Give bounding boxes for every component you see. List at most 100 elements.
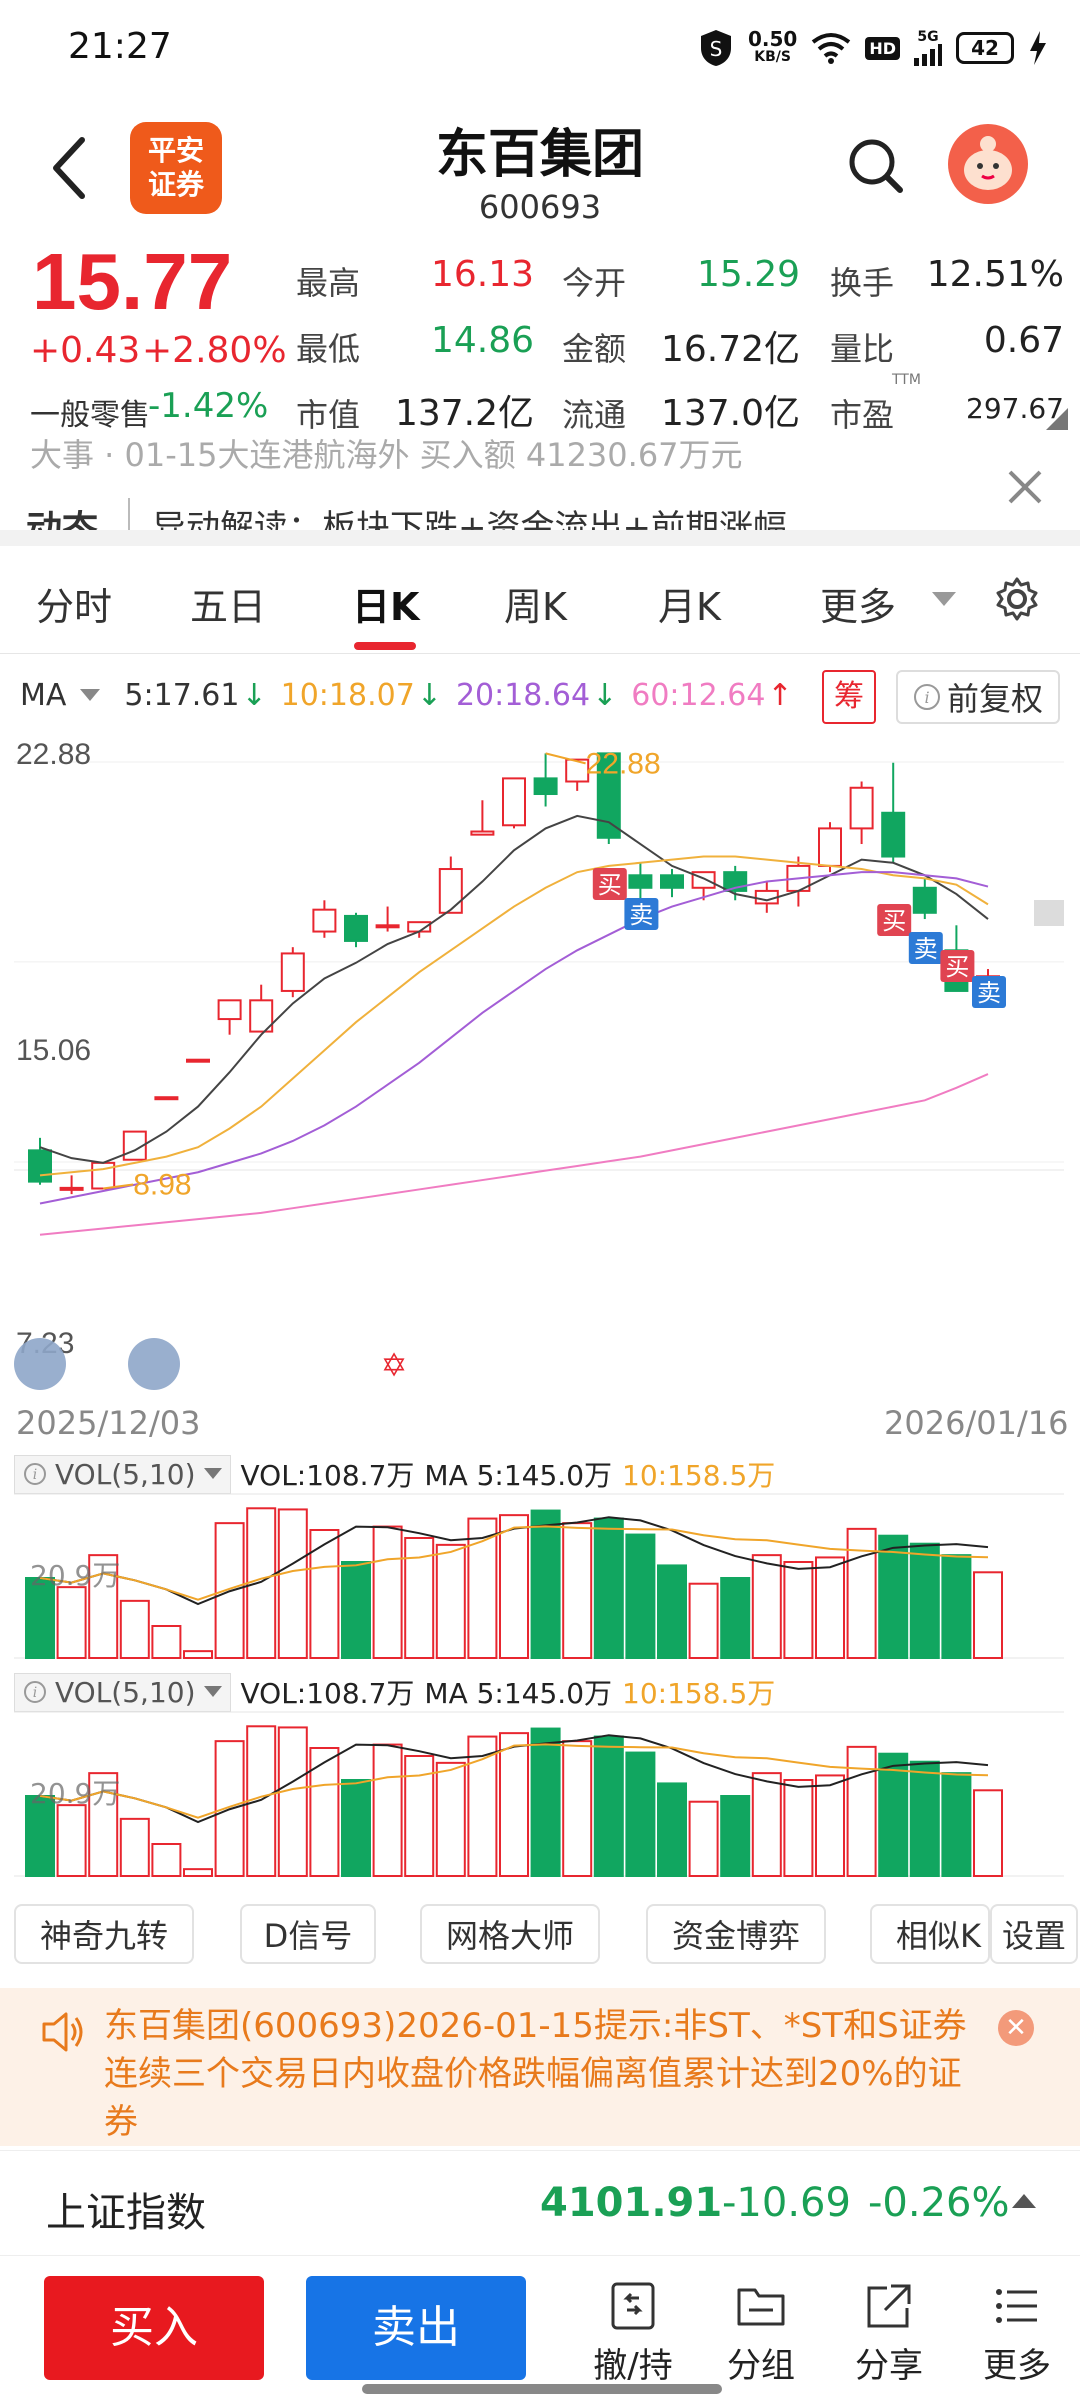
shield-icon: S [700,30,731,66]
tab-weekly-k[interactable]: 周K [504,585,567,629]
volume-bar [941,1772,972,1877]
alert-banner[interactable] [0,1988,1080,2146]
arrow-up-icon: ↑ [767,678,793,713]
stock-name: 东百集团 [435,125,644,185]
ma10-value: 10:18.07 [280,678,415,713]
info-icon: i [24,1681,46,1703]
indicator-magic-nine[interactable]: 神奇九转 [14,1904,194,1964]
search-icon[interactable] [846,136,906,196]
sell-signal-label: 卖 [914,935,938,963]
tab-daily-k[interactable]: 日K [352,585,420,629]
sell-signal-badge [972,976,1006,1008]
buy-signal-label: 买 [598,871,622,899]
candle-body [186,1058,210,1063]
sell-button[interactable]: 卖出 [306,2276,526,2380]
avatar[interactable] [948,124,1028,204]
sector-label[interactable]: 一般零售 [30,398,150,433]
chip-distribution-button[interactable]: 筹 [822,670,876,724]
ma5-value: 5:17.61 [124,678,240,713]
vol-selector-2[interactable]: i VOL(5,10) [14,1672,231,1712]
tab-five-day[interactable]: 五日 [190,585,267,629]
sector-change[interactable]: -1.42% [148,386,269,426]
indicator-settings[interactable]: 设置 [990,1904,1078,1964]
expand-corner-icon[interactable] [1046,408,1068,430]
caret-up-icon[interactable] [1012,2194,1036,2208]
tab-more[interactable]: 更多 [820,585,897,629]
candle-body [502,777,526,827]
vol-ma5: MA 5:145.0万 [424,1459,613,1492]
index-change: -10.69 [722,2180,851,2226]
settings-gear-icon[interactable] [994,576,1040,622]
tab-intraday[interactable]: 分时 [36,585,113,629]
volume-bar [846,1527,877,1659]
ma60-line [39,1073,989,1236]
vol-axis-label: 20.9万 [30,1559,121,1592]
group-button[interactable]: 分组 [706,2280,816,2387]
more-button[interactable]: 更多 [962,2280,1072,2387]
ma-selector[interactable]: MA [20,678,67,713]
indicator-fund-game[interactable]: 资金博弈 [646,1904,826,1964]
buy-signal-badge [877,904,912,936]
price-change-pct: +2.80% [142,330,287,371]
tab-monthly-k[interactable]: 月K [658,585,721,629]
broker-logo[interactable]: 平安 证券 [130,122,222,214]
volume-bar [341,1779,371,1877]
volume-bar [751,1772,782,1877]
indicator-d-signal[interactable]: D信号 [240,1904,376,1964]
candle-body [154,1096,179,1101]
high-value: 16.13 [430,254,534,295]
cancel-order-icon [611,2282,655,2330]
mktcap-value: 137.2亿 [394,393,534,434]
alert-close-icon[interactable]: ✕ [998,2010,1034,2046]
price-adjust-button[interactable]: i 前复权 [896,670,1060,724]
collapse-icon [14,1338,66,1390]
amount-value: 16.72亿 [660,329,800,370]
candle-body [59,1186,84,1191]
y-max-label: 22.88 [16,738,91,771]
volume-bar [530,1509,561,1660]
volume-bar [119,1599,150,1659]
buy-button[interactable]: 买入 [44,2276,264,2380]
volume-bar [372,1525,403,1660]
charging-icon [1030,31,1046,65]
back-icon[interactable] [40,128,100,208]
volume-chart[interactable] [14,1492,1064,1660]
index-price: 4101.91 [540,2180,723,2226]
vol-selector[interactable]: i VOL(5,10) [14,1454,231,1494]
volume-bar [625,1751,656,1878]
index-bar[interactable] [0,2150,1080,2256]
net-speed: 0.50 KB/S [747,27,798,65]
status-bar: 21:27 S 0.50 KB/S HD 5G 42 [0,0,1080,96]
turnover-label: 换手 [830,264,895,302]
indicator-similar-k[interactable]: 相似K [870,1904,990,1964]
volume-bar [56,1804,87,1877]
low-label: 最低 [296,330,361,368]
indicator-grid-master[interactable]: 网格大师 [420,1904,600,1964]
close-icon[interactable] [1000,462,1050,512]
ma-dropdown-icon[interactable] [80,688,101,703]
volume-bar [878,1534,909,1659]
volume-chart-2[interactable] [14,1710,1064,1878]
open-value: 15.29 [696,254,800,295]
ma20-value: 20:18.64 [455,678,591,713]
volume-bar [530,1727,561,1878]
share-button[interactable]: 分享 [834,2280,944,2387]
more-dropdown-icon[interactable] [932,592,956,608]
volume-bar [720,1577,751,1659]
candle-body [660,874,684,889]
volume-bar [751,1554,782,1659]
volume-bar [183,1868,213,1877]
volume-bar [657,1782,687,1877]
volume-bar [499,1732,529,1878]
volume-bar [720,1795,751,1877]
buy-signal-badge [592,868,627,900]
cancel-hold-button[interactable]: 撤/持 [578,2280,688,2387]
home-indicator [362,2384,722,2394]
sell-signal-badge [908,932,943,964]
volume-bar [246,1507,277,1659]
svg-text:i: i [33,1467,37,1483]
volume-bar [183,1650,213,1659]
turnover-value: 12.51% [926,254,1064,295]
candle-body [849,786,874,830]
